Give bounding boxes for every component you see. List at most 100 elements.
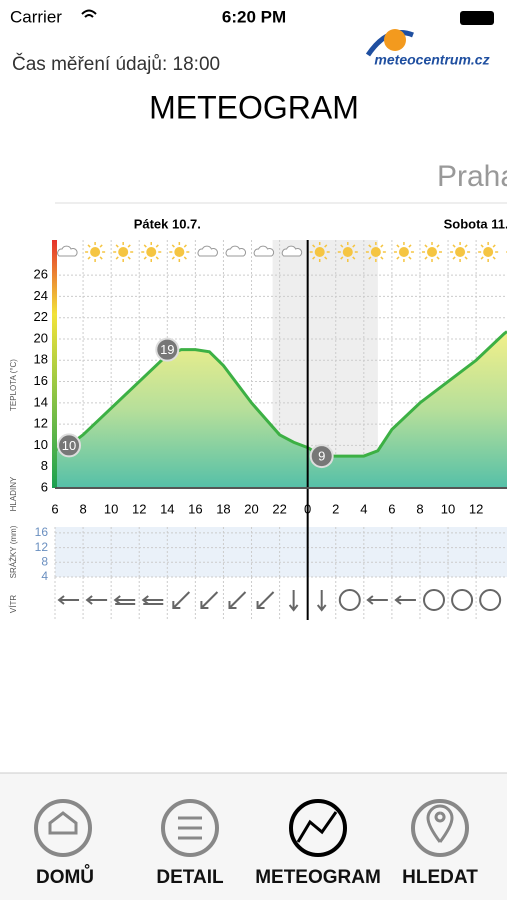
cloud-icon: [253, 245, 275, 257]
x-tick-label: 6: [388, 501, 395, 516]
x-tick-label: 2: [332, 501, 339, 516]
wind-arrow: [113, 595, 136, 605]
sun-icon: [370, 247, 381, 257]
sun-ray: [424, 256, 428, 260]
cloud-icon: [225, 245, 246, 257]
calm-icon: [338, 589, 361, 611]
sun-icon: [455, 247, 466, 257]
sun-ray: [492, 244, 496, 248]
sun-ray: [87, 244, 91, 248]
wind-arrow: [57, 595, 80, 605]
tab-glyph: [48, 811, 78, 835]
logo-sun: [384, 29, 406, 51]
clock: 6:20 PM: [222, 7, 286, 26]
cloud-icon: [281, 245, 303, 257]
y-tick-label: 10: [34, 437, 48, 452]
cloud-icon: [57, 245, 78, 257]
carrier: Carrier: [10, 7, 62, 26]
y-tick-label: 18: [34, 352, 48, 367]
x-tick-label: 8: [79, 501, 86, 516]
axis-title: SRÁŽKY (mm): [9, 525, 18, 578]
sun-ray: [480, 244, 484, 248]
sun-ray: [99, 244, 103, 248]
sun-ray: [368, 256, 372, 260]
sun-ray: [143, 256, 147, 260]
sun-ray: [380, 256, 384, 260]
tabs: DOMŮ DETAIL METEOGRAM HLEDAT: [34, 799, 478, 888]
y-tick-label: 26: [34, 267, 48, 282]
cloud-icon: [197, 245, 218, 257]
sun-ray: [492, 256, 496, 260]
sun-icon: [427, 247, 438, 257]
calm-icon: [423, 589, 446, 611]
sun-icon: [146, 247, 157, 257]
sun-ray: [127, 256, 131, 260]
sun-ray: [464, 244, 468, 248]
sun-ray: [436, 256, 440, 260]
x-tick-label: 6: [51, 501, 58, 516]
sun-ray: [99, 256, 103, 260]
tab-label[interactable]: DOMŮ: [36, 865, 94, 888]
temperature-area: [55, 331, 507, 488]
y-tick-label: 20: [34, 330, 48, 345]
tab-label[interactable]: METEOGRAM: [255, 867, 381, 888]
x-tick-label: 4: [360, 501, 367, 516]
tab-icon[interactable]: [34, 799, 92, 857]
precip-tick-label: 4: [41, 569, 48, 583]
logo: meteocentrum.cz: [374, 52, 489, 68]
sun-icon: [174, 247, 185, 257]
sun-icon: [90, 247, 101, 257]
tab-label[interactable]: HLEDAT: [402, 867, 478, 888]
sun-ray: [464, 256, 468, 260]
x-tick-label: 12: [132, 501, 146, 516]
temp-marker-label: 10: [62, 438, 76, 453]
temp-marker: [57, 433, 82, 458]
sun-ray: [352, 256, 356, 260]
sun-ray: [155, 244, 159, 248]
tab-glyph: [178, 816, 202, 840]
sun-ray: [324, 244, 328, 248]
sun-ray: [452, 244, 456, 248]
color-scale: [52, 240, 57, 488]
measurement-time: Čas měření údajů: 18:00: [12, 53, 220, 75]
precip-tick-label: 12: [35, 540, 49, 554]
sun-ray: [324, 256, 328, 260]
tab-icon[interactable]: [161, 799, 219, 857]
page-title: METEOGRAM: [149, 89, 359, 125]
x-tick-label: 22: [272, 501, 286, 516]
tab-label[interactable]: DETAIL: [156, 867, 224, 888]
wind-arrow: [316, 590, 327, 612]
y-tick-label: 12: [34, 416, 48, 431]
sun-ray: [452, 256, 456, 260]
sun-icon: [398, 247, 409, 257]
sun-ray: [340, 256, 344, 260]
wifi-icon: [81, 9, 97, 18]
sun-ray: [352, 244, 356, 248]
sun-icon: [342, 247, 353, 257]
precip-bg: [55, 527, 507, 577]
x-tick-label: 10: [441, 501, 455, 516]
sun-icon: [314, 247, 325, 257]
sun-ray: [368, 244, 372, 248]
sun-ray: [312, 256, 316, 260]
tab-glyph: [426, 804, 454, 843]
wind-arrow: [256, 591, 275, 609]
sun-ray: [115, 244, 119, 248]
tab-glyph: [296, 811, 338, 843]
sun-ray: [480, 256, 484, 260]
axis-title: HLADINY: [9, 476, 18, 511]
y-tick-label: 6: [41, 479, 48, 494]
temp-marker-label: 9: [318, 449, 325, 464]
y-tick-label: 22: [34, 309, 48, 324]
day-label: Sobota 11.: [444, 216, 507, 231]
y-tick-label: 14: [34, 394, 48, 409]
x-tick-label: 14: [160, 501, 174, 516]
sun-ray: [396, 256, 400, 260]
precip-tick-label: 16: [35, 525, 49, 539]
tab-icon[interactable]: [411, 799, 469, 857]
tab-icon[interactable]: [289, 799, 347, 857]
sun-ray: [171, 244, 175, 248]
sun-ray: [115, 256, 119, 260]
